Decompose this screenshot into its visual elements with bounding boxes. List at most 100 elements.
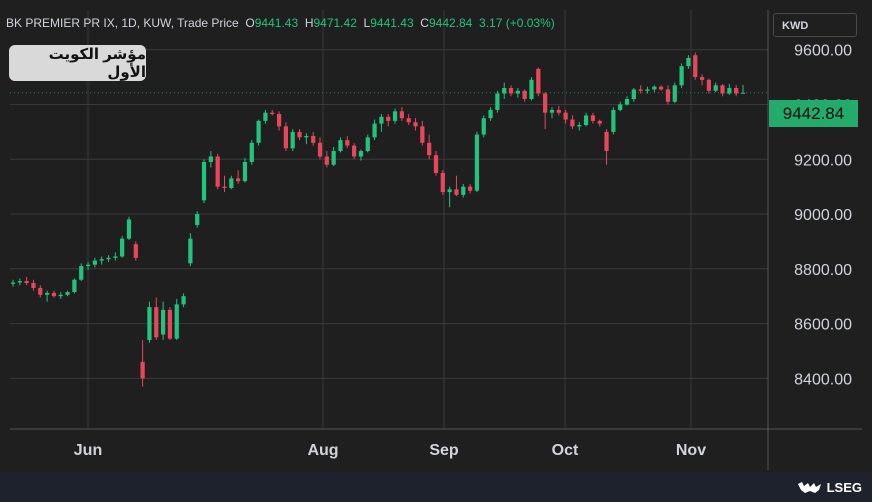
candle (51, 290, 57, 298)
candle (549, 107, 555, 119)
candle (229, 175, 234, 190)
candle (106, 255, 111, 262)
candle-body (222, 186, 227, 189)
candle (120, 235, 125, 258)
candle-body (570, 119, 575, 127)
candle (693, 52, 698, 80)
candle-body (358, 151, 364, 157)
candle-body (236, 178, 241, 182)
candle (365, 134, 370, 153)
candle (10, 279, 16, 287)
candle (727, 83, 732, 95)
candle (597, 119, 602, 127)
y-tick-label: 9200.00 (794, 152, 852, 169)
candle-body (181, 296, 186, 305)
candle (345, 135, 350, 149)
candle (679, 63, 684, 89)
candles (10, 52, 746, 387)
candle (147, 301, 152, 343)
candle (529, 77, 534, 101)
y-axis: 9600.009400.009200.009000.008800.008600.… (794, 43, 852, 389)
candle (65, 290, 70, 297)
candle-body (338, 140, 343, 152)
candle (181, 293, 186, 308)
candle-body (624, 99, 630, 105)
x-tick-label: Nov (676, 442, 706, 459)
candle (467, 183, 473, 194)
candle-body (543, 93, 548, 113)
candle-body (352, 145, 357, 157)
candle (317, 137, 323, 160)
candle (570, 115, 575, 130)
candle (604, 129, 609, 165)
candle-body (44, 292, 50, 295)
candle (652, 85, 657, 93)
currency-selector[interactable]: KWD (773, 13, 857, 37)
candle (706, 78, 712, 94)
candle (686, 55, 691, 69)
candle-body (51, 292, 57, 297)
candle-body (167, 309, 173, 339)
candle (583, 112, 589, 127)
candle (645, 86, 650, 94)
candle-body (611, 109, 616, 132)
candle (270, 109, 275, 116)
candle (488, 107, 493, 121)
candle-body (604, 131, 609, 152)
y-tick-label: 9000.00 (794, 207, 852, 224)
candle-body (740, 92, 746, 94)
index-title: مؤشر الكويت الأول (9, 45, 146, 81)
candle-body (31, 283, 36, 288)
candle (208, 151, 213, 168)
y-tick-label: 8800.00 (794, 262, 852, 279)
candle (222, 175, 227, 193)
candle (406, 114, 411, 126)
candle (304, 133, 309, 145)
candle (611, 107, 616, 135)
candle (276, 111, 282, 131)
candle (536, 67, 541, 97)
candle (324, 151, 329, 168)
candle-body (645, 89, 650, 91)
high-value: 9471.42 (313, 16, 357, 30)
candle-body (324, 156, 329, 165)
candle (515, 88, 520, 98)
candle (740, 84, 746, 94)
candle-body (529, 79, 534, 100)
candle-body (72, 279, 77, 293)
candle-body (379, 116, 384, 124)
close-label: C (420, 16, 429, 30)
candle-body (92, 260, 97, 265)
candle-body (229, 178, 234, 189)
last-price-label: 9442.84 (769, 100, 858, 127)
candle-body (433, 155, 439, 173)
candle-body (386, 116, 391, 121)
candle-body (154, 307, 159, 338)
high-label: H (304, 16, 314, 30)
candle (590, 112, 596, 124)
candle-body (638, 89, 643, 91)
y-tick-label: 8400.00 (794, 371, 852, 388)
candle-body (679, 66, 684, 86)
candle-body (720, 85, 725, 94)
candle-body (454, 189, 459, 195)
candle-body (693, 55, 698, 78)
x-tick-label: Oct (552, 442, 579, 459)
candle (99, 256, 104, 265)
candle-body (392, 111, 398, 121)
chart-frame: 9600.009400.009200.009000.008800.008600.… (0, 0, 872, 472)
candle-body (331, 151, 336, 165)
candle-body (563, 112, 568, 120)
candle (263, 109, 268, 124)
candle-body (99, 259, 104, 261)
open-label: O (245, 16, 255, 30)
candle (188, 233, 193, 267)
candle (420, 120, 425, 146)
candle-body (113, 256, 118, 258)
candle-body (126, 219, 132, 239)
candle (563, 109, 568, 124)
candle (331, 146, 336, 167)
candle-body (140, 361, 145, 379)
candle-body (208, 156, 213, 162)
candle (92, 257, 97, 268)
